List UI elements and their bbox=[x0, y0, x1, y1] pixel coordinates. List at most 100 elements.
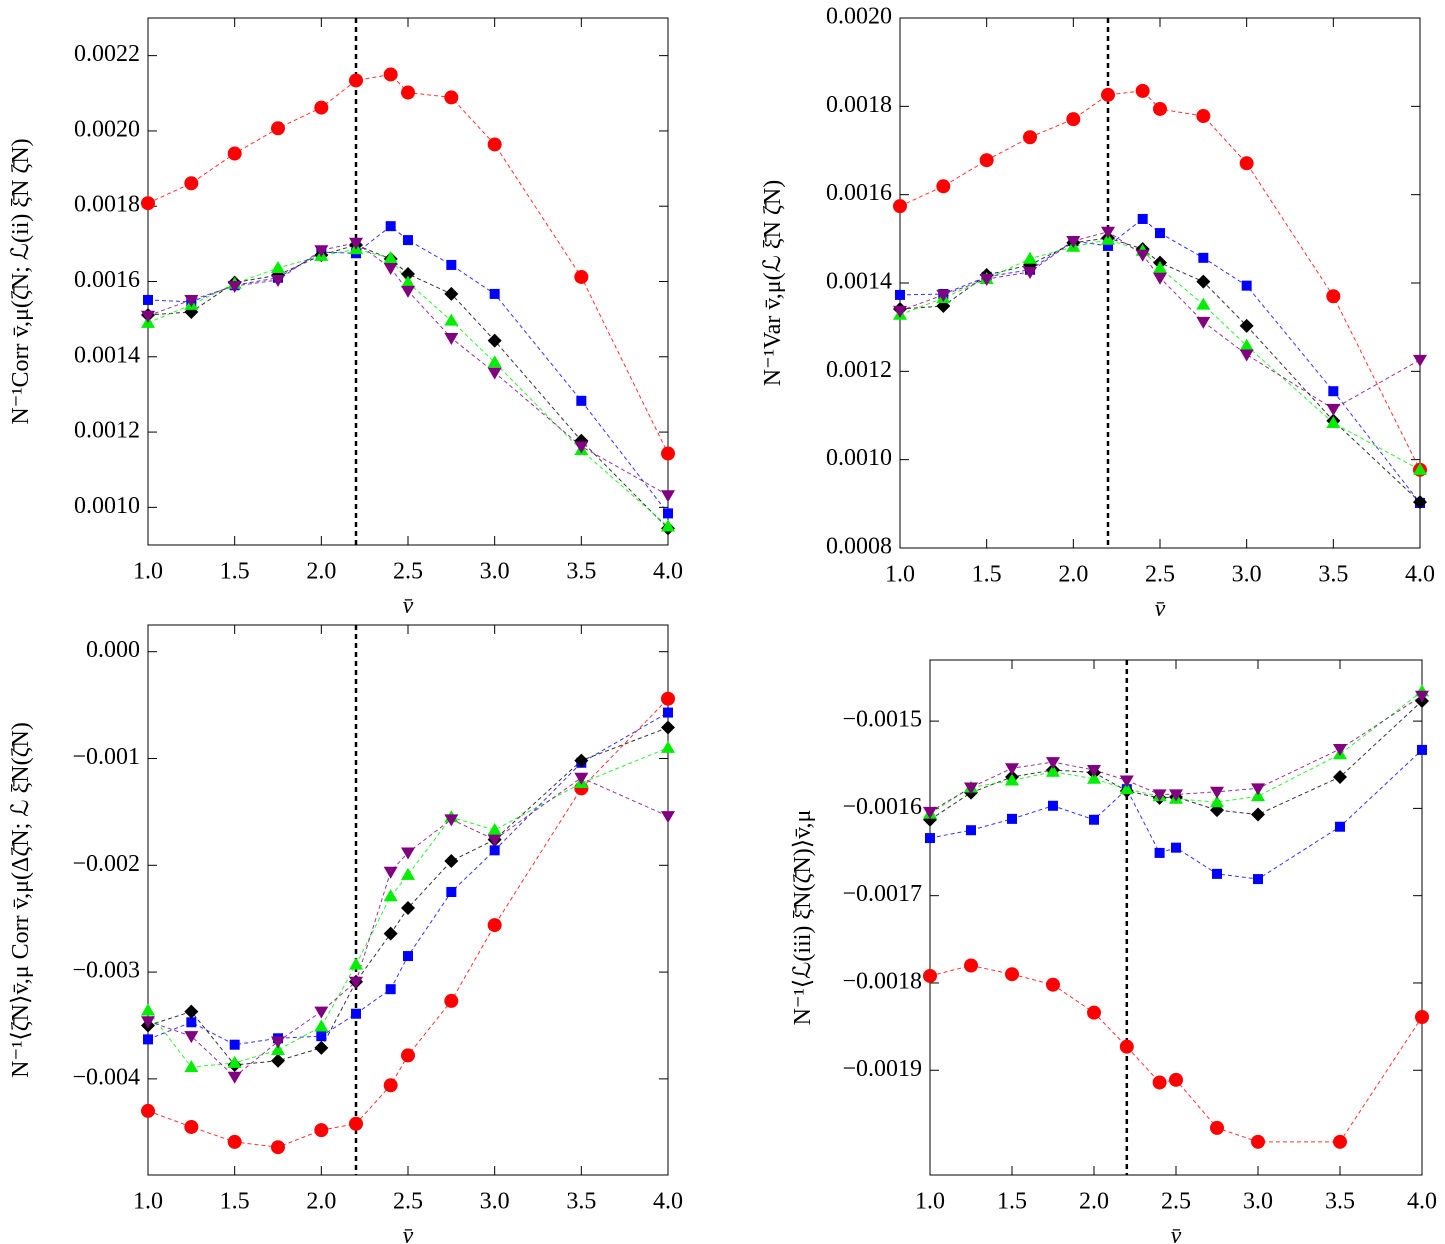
plot-frame bbox=[147, 624, 669, 1176]
point bbox=[349, 957, 363, 970]
point bbox=[661, 811, 675, 824]
point bbox=[184, 1060, 199, 1073]
point bbox=[574, 441, 589, 454]
y-tick-label: −0.003 bbox=[72, 958, 140, 984]
x-tick-label: 1.0 bbox=[915, 1189, 945, 1215]
point bbox=[271, 121, 285, 136]
point bbox=[487, 137, 502, 152]
point bbox=[661, 720, 675, 735]
point bbox=[401, 847, 415, 860]
y-tick-label: −0.0018 bbox=[842, 968, 922, 994]
x-tick-label: 3.0 bbox=[1243, 1189, 1273, 1215]
point bbox=[186, 1017, 197, 1028]
point bbox=[1413, 354, 1427, 367]
point bbox=[184, 1031, 199, 1044]
point bbox=[925, 833, 935, 844]
point bbox=[1169, 789, 1183, 802]
point bbox=[574, 772, 589, 785]
point bbox=[923, 968, 937, 983]
point bbox=[385, 221, 396, 232]
point bbox=[1101, 226, 1115, 239]
point bbox=[271, 1140, 285, 1155]
x-tick-label: 1.5 bbox=[972, 562, 1002, 588]
series-line bbox=[929, 695, 1423, 813]
point bbox=[446, 259, 457, 270]
point bbox=[1326, 403, 1341, 416]
point bbox=[895, 289, 905, 300]
point bbox=[1087, 771, 1101, 784]
series-line bbox=[147, 747, 669, 1068]
x-tick-label: 1.0 bbox=[133, 1189, 163, 1215]
point bbox=[1413, 462, 1427, 475]
point bbox=[936, 179, 951, 194]
x-tick-label: 4.0 bbox=[653, 559, 683, 585]
point bbox=[1007, 813, 1017, 824]
point bbox=[403, 235, 413, 246]
point bbox=[1023, 266, 1037, 279]
point bbox=[1239, 318, 1254, 333]
series-line bbox=[899, 231, 1421, 410]
point bbox=[401, 266, 415, 281]
y-tick-label: 0.0018 bbox=[74, 192, 140, 218]
point bbox=[1153, 260, 1167, 273]
x-tick-label: 4.0 bbox=[1405, 562, 1435, 588]
point bbox=[1196, 274, 1211, 289]
point bbox=[1210, 786, 1224, 799]
point bbox=[383, 67, 398, 82]
point bbox=[227, 146, 242, 161]
point bbox=[489, 288, 500, 299]
point bbox=[444, 332, 459, 345]
x-tick-label: 2.5 bbox=[393, 559, 423, 585]
point bbox=[893, 305, 907, 318]
y-tick-label: −0.0015 bbox=[842, 707, 922, 733]
x-tick-label: 3.0 bbox=[1232, 562, 1262, 588]
point bbox=[141, 310, 155, 323]
point bbox=[1196, 316, 1211, 329]
point bbox=[1048, 800, 1058, 811]
y-tick-label: 0.0008 bbox=[826, 534, 892, 560]
point bbox=[1135, 83, 1150, 98]
series-line bbox=[147, 248, 669, 527]
series-line bbox=[147, 712, 669, 1046]
x-tick-label: 2.0 bbox=[306, 559, 336, 585]
panel: 1.0 1.5 2.0 2.5 3.0 3.5 4.0 0.0010 0.0012 0.0014 0… bbox=[8, 17, 683, 619]
y-tick-label: 0.0014 bbox=[74, 342, 140, 368]
point bbox=[1101, 87, 1115, 102]
point bbox=[1326, 416, 1341, 429]
y-tick-label: −0.0016 bbox=[842, 794, 922, 820]
point bbox=[1066, 236, 1081, 249]
point bbox=[661, 740, 675, 753]
point bbox=[383, 866, 398, 879]
x-tick-label: 1.5 bbox=[220, 559, 250, 585]
point bbox=[1198, 252, 1209, 263]
series-line bbox=[929, 700, 1423, 821]
point bbox=[383, 1078, 398, 1093]
point bbox=[401, 85, 415, 100]
point bbox=[1333, 744, 1347, 757]
y-tick-label: 0.0012 bbox=[74, 418, 140, 444]
point bbox=[184, 294, 199, 307]
point bbox=[349, 1116, 363, 1131]
point bbox=[1119, 782, 1134, 795]
point bbox=[964, 958, 978, 973]
point bbox=[487, 333, 502, 348]
point bbox=[1415, 1010, 1429, 1025]
x-tick-label: 3.0 bbox=[480, 559, 510, 585]
point bbox=[576, 395, 587, 406]
series-line bbox=[899, 90, 1421, 471]
point bbox=[401, 1048, 415, 1063]
point bbox=[966, 825, 976, 836]
point bbox=[487, 834, 502, 847]
point bbox=[979, 153, 994, 168]
point bbox=[1196, 109, 1211, 124]
point bbox=[383, 926, 398, 941]
point bbox=[385, 984, 396, 995]
point bbox=[1335, 821, 1345, 832]
y-tick-label: −0.002 bbox=[72, 851, 140, 877]
point bbox=[1413, 495, 1427, 510]
point bbox=[1087, 764, 1101, 777]
point bbox=[1326, 289, 1341, 304]
x-tick-label: 2.5 bbox=[1161, 1189, 1191, 1215]
point bbox=[1196, 297, 1211, 310]
y-tick-label: 0.0020 bbox=[74, 116, 140, 142]
